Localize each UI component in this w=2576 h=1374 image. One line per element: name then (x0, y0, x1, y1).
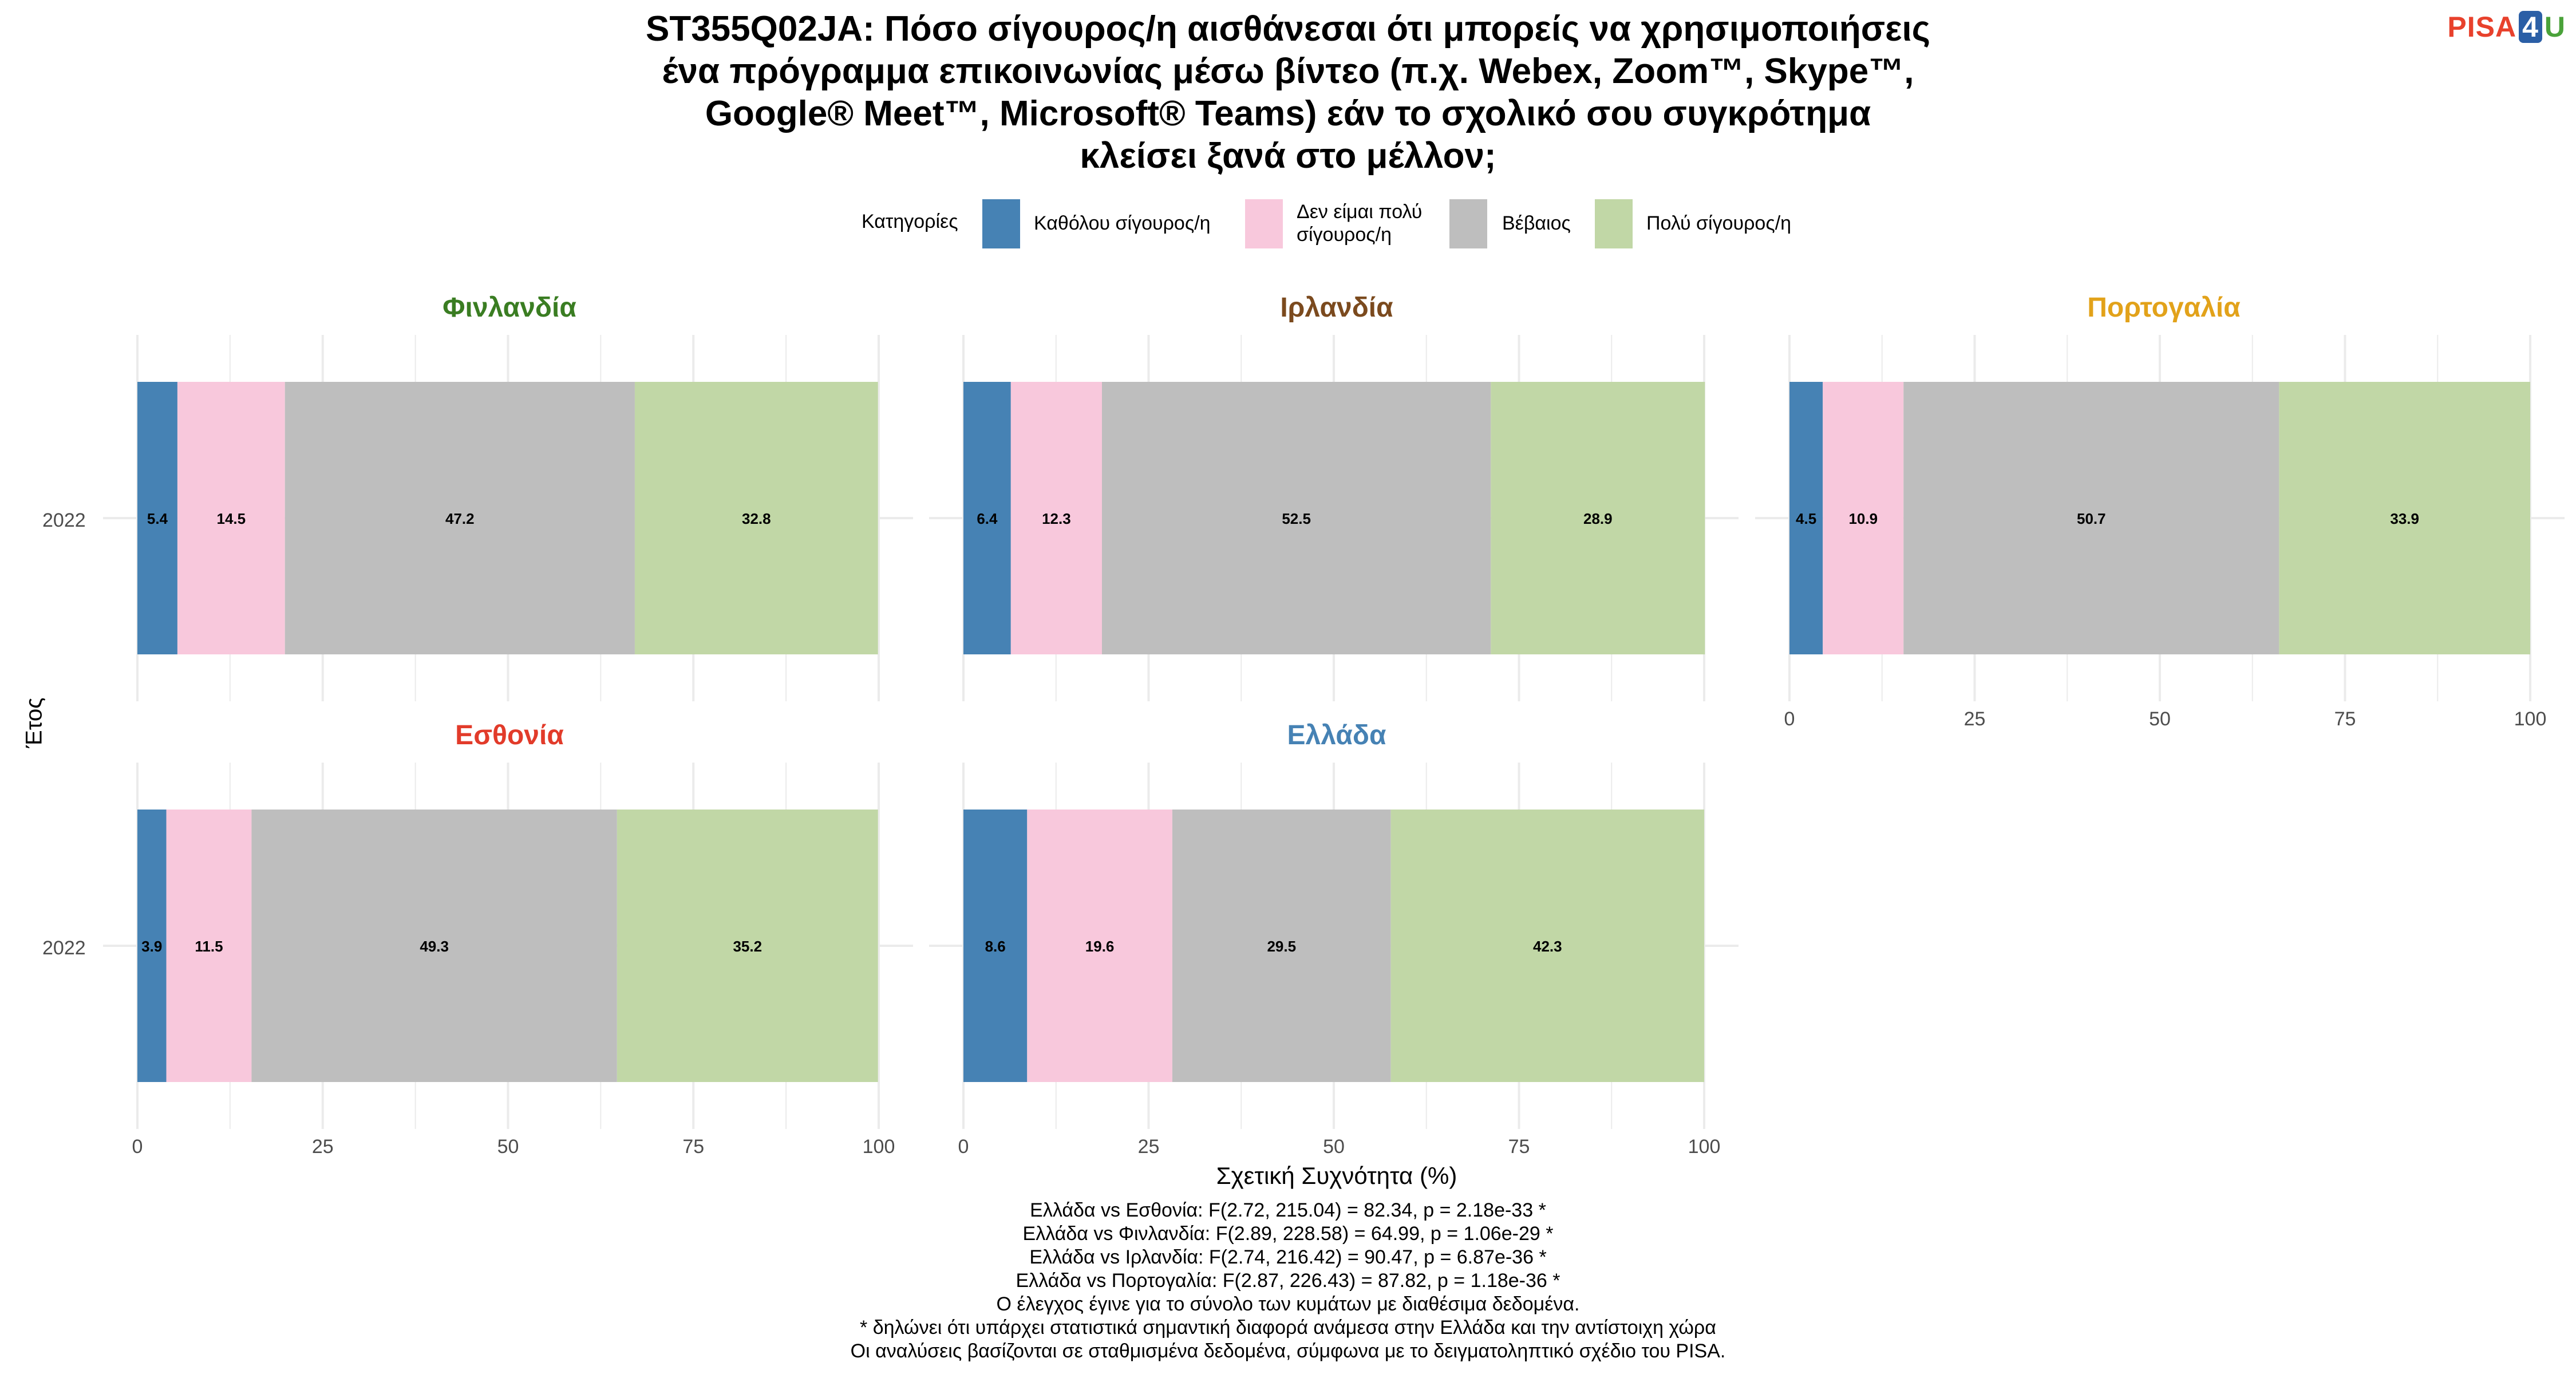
legend-key-1 (1245, 199, 1283, 248)
legend-label-2: Βέβαιος (1502, 212, 1571, 234)
legend-label-0: Καθόλου σίγουρος/η (1034, 212, 1211, 234)
y-tick-label: 2022 (42, 937, 86, 959)
x-tick-label: 100 (1688, 1136, 1721, 1158)
note-line: Ελλάδα vs Πορτογαλία: F(2.87, 226.43) = … (1016, 1270, 1560, 1292)
data-label: 50.7 (2077, 510, 2106, 527)
logo-text: PISA (2447, 11, 2517, 43)
data-label: 10.9 (1848, 510, 1878, 527)
bar-segment (1789, 382, 1823, 654)
data-label: 49.3 (420, 938, 449, 955)
data-label: 4.5 (1796, 510, 1816, 527)
bar-segment (1903, 382, 2279, 654)
x-tick-label: 75 (1508, 1136, 1530, 1158)
data-label: 33.9 (2390, 510, 2419, 527)
note-line: Ελλάδα vs Εσθονία: F(2.72, 215.04) = 82.… (1030, 1199, 1546, 1221)
bar-segment (177, 382, 285, 654)
data-label: 32.8 (742, 510, 771, 527)
facet-panel: 8.6 19.6 29.5 42.3 (929, 763, 1739, 1129)
x-tick-label: 25 (1963, 708, 1986, 730)
data-label: 5.4 (147, 510, 168, 527)
facet-title-4: Ελλάδα (1287, 720, 1386, 751)
x-axis-title: Σχετική Συχνότητα (%) (1216, 1162, 1457, 1189)
data-label: 52.5 (1282, 510, 1311, 527)
x-tick-label: 0 (1784, 708, 1795, 730)
bar-segment (1027, 810, 1172, 1082)
title-line: Google® Meet™, Microsoft® Teams) εάν το … (705, 94, 1871, 133)
data-label: 19.6 (1085, 938, 1115, 955)
logo-text-end: U (2544, 11, 2566, 43)
data-label: 8.6 (985, 938, 1006, 955)
facet-title-3: Εσθονία (455, 720, 564, 751)
bar-segment (1390, 810, 1704, 1082)
x-tick-label: 25 (311, 1136, 334, 1158)
data-label: 28.9 (1583, 510, 1613, 527)
y-tick-label: 2022 (42, 510, 86, 531)
data-label: 29.5 (1267, 938, 1296, 955)
note-line: * δηλώνει ότι υπάρχει στατιστικά σημαντι… (860, 1317, 1716, 1339)
logo-number: 4 (2519, 11, 2542, 43)
pisa4u-logo: PISA 4 U (2447, 10, 2566, 44)
legend-label-1: Δεν είμαι πολύ σίγουρος/η (1297, 201, 1423, 246)
bar-segment (1491, 382, 1705, 654)
data-label: 3.9 (141, 938, 162, 955)
facet-panel: 5.4 14.5 47.2 32.8 (103, 335, 913, 701)
bar-segment (1010, 382, 1102, 654)
title-line: κλείσει ξανά στο μέλλον; (1080, 136, 1496, 176)
data-label: 47.2 (445, 510, 475, 527)
legend-key-0 (982, 199, 1020, 248)
note-line: Ελλάδα vs Ιρλανδία: F(2.74, 216.42) = 90… (1029, 1246, 1547, 1268)
legend-label-3: Πολύ σίγουρος/η (1646, 212, 1792, 234)
x-tick-label: 50 (1323, 1136, 1345, 1158)
note-line: Ο έλεγχος έγινε για το σύνολο των κυμάτω… (996, 1293, 1580, 1315)
bar-segment (963, 810, 1028, 1082)
bar-segment (137, 382, 177, 654)
facet-panel: 6.4 12.3 52.5 28.9 (929, 335, 1739, 701)
bar-segment (1101, 382, 1491, 654)
data-label: 11.5 (195, 938, 223, 955)
title-line: ST355Q02JA: Πόσο σίγουρος/η αισθάνεσαι ό… (645, 9, 1931, 49)
chart-title: ST355Q02JA: Πόσο σίγουρος/η αισθάνεσαι ό… (0, 8, 2576, 177)
facet-title-2: Πορτογαλία (2087, 293, 2241, 323)
bar-segment (2279, 382, 2530, 654)
bar-segment (251, 810, 617, 1082)
notes: Ελλάδα vs Εσθονία: F(2.72, 215.04) = 82.… (0, 1199, 2576, 1363)
x-tick-label: 25 (1137, 1136, 1160, 1158)
x-tick-label: 0 (958, 1136, 969, 1158)
bar-segment (137, 810, 167, 1082)
x-tick-label: 50 (2149, 708, 2171, 730)
data-label: 14.5 (217, 510, 246, 527)
bar-segment (166, 810, 252, 1082)
data-label: 6.4 (977, 510, 998, 527)
legend-title: Κατηγορίες (862, 211, 958, 232)
bar-segment (285, 382, 635, 654)
x-tick-label: 100 (862, 1136, 895, 1158)
x-tick-label: 50 (497, 1136, 519, 1158)
data-label: 12.3 (1042, 510, 1071, 527)
x-tick-label: 0 (132, 1136, 143, 1158)
x-tick-label: 75 (2334, 708, 2356, 730)
legend-key-3 (1595, 199, 1633, 248)
bar-segment (634, 382, 878, 654)
bar-segment (1172, 810, 1391, 1082)
note-line: Ελλάδα vs Φινλανδία: F(2.89, 228.58) = 6… (1022, 1223, 1554, 1245)
bar-segment (617, 810, 878, 1082)
x-tick-label: 75 (682, 1136, 705, 1158)
legend: Κατηγορίες Καθόλου σίγουρος/η Δεν είμαι … (0, 199, 2576, 251)
facet-panel: 4.5 10.9 50.7 33.9 (1755, 335, 2565, 701)
note-line: Οι αναλύσεις βασίζονται σε σταθμισμένα δ… (850, 1340, 1726, 1362)
facet-panel: 3.9 11.5 49.3 35.2 (103, 763, 913, 1129)
legend-key-2 (1449, 199, 1487, 248)
facet-title-0: Φινλανδία (442, 293, 576, 323)
title-line: ένα πρόγραμμα επικοινωνίας μέσω βίντεο (… (662, 52, 1914, 91)
bar-segment (1823, 382, 1904, 654)
bar-segment (963, 382, 1011, 654)
data-label: 42.3 (1533, 938, 1562, 955)
data-label: 35.2 (733, 938, 762, 955)
facet-title-1: Ιρλανδία (1280, 293, 1393, 323)
x-tick-label: 100 (2514, 708, 2547, 730)
